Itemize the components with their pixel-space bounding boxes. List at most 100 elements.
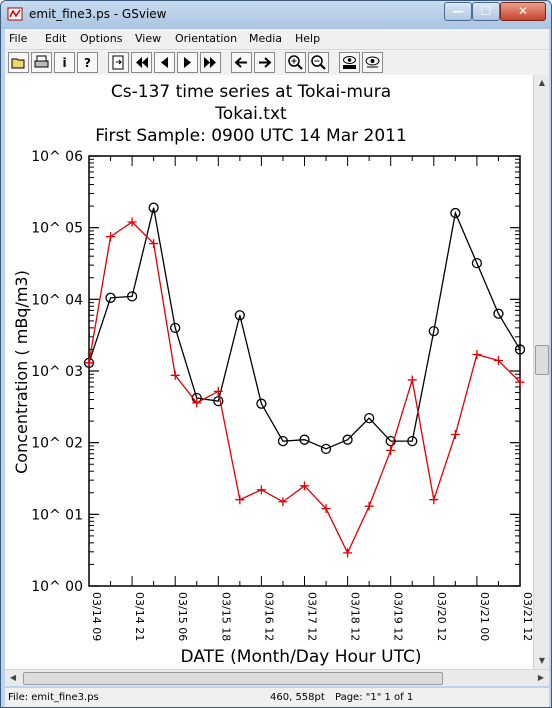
x-tick-label: 03/17 12: [306, 592, 319, 641]
eye-abc-icon: [343, 56, 356, 69]
series-0-point: [514, 344, 526, 355]
zoom-in-icon: [288, 55, 303, 70]
series-1-point: [472, 349, 482, 359]
x-tick-label: 03/21 12: [521, 592, 533, 641]
x-tick-label: 03/15 06: [176, 592, 189, 641]
scroll-down-icon[interactable]: ▼: [538, 656, 546, 665]
x-tick-label: 03/21 00: [478, 592, 491, 641]
x-tick-label: 03/18 12: [349, 592, 362, 641]
series-1-point: [84, 358, 94, 368]
series-0-point: [363, 412, 375, 424]
arrow-left-icon: [234, 57, 247, 68]
x-tick-label: 03/16 12: [262, 592, 275, 641]
series-1-point: [450, 430, 460, 440]
plot-area: 10^ 00 10^ 01 10^ 02 10^ 03 10^ 04 10^ 05 10^ …: [31, 149, 533, 641]
horizontal-scroll-thumb[interactable]: [23, 672, 443, 685]
forward-button[interactable]: [254, 52, 275, 73]
previous-page-button[interactable]: [154, 52, 175, 73]
close-button[interactable]: ✕: [500, 2, 546, 21]
print-button[interactable]: [31, 52, 52, 73]
series-1-point: [343, 548, 353, 558]
title-bar[interactable]: emit_fine3.ps - GSview — ☐ ✕: [1, 1, 551, 29]
zoom-in-button[interactable]: [285, 52, 306, 73]
series-0-point: [213, 395, 224, 407]
view-text-button[interactable]: [339, 52, 360, 73]
series-0-point: [493, 308, 504, 319]
open-file-button[interactable]: [8, 52, 29, 73]
y-tick-label: 10^ 06: [31, 149, 83, 165]
x-axis-label: DATE (Month/Day Hour UTC): [181, 647, 422, 667]
triangle-left-icon: [161, 57, 168, 68]
series-1-point: [213, 386, 223, 396]
series-0-point: [126, 291, 138, 302]
series-0-point: [385, 435, 396, 447]
arrow-right-icon: [259, 57, 272, 68]
document-viewport[interactable]: Cs-137 time series at Tokai-mura Tokai.t…: [5, 75, 533, 669]
close-icon: ✕: [517, 4, 529, 18]
y-tick-label: 10^ 01: [31, 507, 83, 523]
scroll-left-icon[interactable]: ◀: [9, 673, 17, 682]
cs137-time-series-chart: Cs-137 time series at Tokai-mura Tokai.t…: [12, 82, 533, 667]
open-folder-icon: [11, 58, 25, 69]
chart-subtitle-sample: First Sample: 0900 UTC 14 Mar 2011: [95, 126, 407, 146]
menu-media[interactable]: Media: [249, 32, 283, 45]
series-1-point: [235, 495, 245, 505]
back-button[interactable]: [231, 52, 252, 73]
next-page-button[interactable]: [177, 52, 198, 73]
triangle-right-icon: [184, 57, 191, 68]
y-tick-label: 10^ 00: [31, 579, 83, 595]
series-1-point: [364, 501, 374, 511]
x-tick-label: 03/14 21: [133, 592, 146, 641]
series-0-point: [105, 292, 116, 303]
series-1-point: [407, 375, 417, 385]
gsview-app-icon: [7, 7, 23, 21]
series-1-point: [192, 398, 202, 408]
scroll-right-icon[interactable]: ▶: [537, 673, 545, 682]
toolbar: i ?: [5, 49, 549, 75]
menu-options[interactable]: Options: [80, 32, 123, 45]
series-0-point: [170, 322, 181, 334]
vertical-scrollbar[interactable]: ▲ ▼: [533, 75, 549, 669]
minimize-icon: —: [452, 4, 464, 18]
series-1-point: [127, 217, 137, 227]
chart-subtitle-file: Tokai.txt: [214, 104, 287, 124]
x-tick-label: 03/14 09: [90, 592, 103, 641]
y-tick-label: 10^ 04: [31, 292, 83, 308]
horizontal-scrollbar[interactable]: ◀ ▶: [5, 669, 549, 686]
series-0-point: [450, 207, 461, 219]
series-1-point: [321, 504, 331, 514]
view-button[interactable]: [362, 52, 383, 73]
series-1-point: [386, 445, 396, 455]
menu-help[interactable]: Help: [295, 32, 321, 45]
info-button[interactable]: i: [54, 52, 75, 73]
series-1-point: [493, 356, 503, 366]
minimize-button[interactable]: —: [444, 2, 472, 21]
first-page-button[interactable]: [131, 52, 152, 73]
maximize-button[interactable]: ☐: [472, 2, 500, 21]
menu-file[interactable]: File: [9, 32, 28, 45]
goto-page-button[interactable]: [108, 52, 129, 73]
menu-edit[interactable]: Edit: [45, 32, 67, 45]
y-tick-label: 10^ 03: [31, 364, 83, 380]
help-button[interactable]: ?: [77, 52, 98, 73]
y-axis-label: Concentration ( mBq/m3): [12, 270, 31, 474]
zoom-out-icon: [311, 55, 326, 70]
series-1-point: [278, 497, 288, 507]
last-page-button[interactable]: [200, 52, 221, 73]
chart-title: Cs-137 time series at Tokai-mura: [111, 82, 391, 102]
x-tick-label: 03/19 12: [392, 592, 405, 641]
scroll-up-icon[interactable]: ▲: [538, 78, 546, 87]
series-1-point: [149, 239, 159, 249]
fast-forward-icon: [204, 57, 216, 68]
vertical-scroll-thumb[interactable]: [535, 345, 549, 375]
series-0-point: [299, 434, 310, 445]
series-1-point: [256, 485, 266, 495]
zoom-out-button[interactable]: [308, 52, 329, 73]
menu-orientation[interactable]: Orientation: [175, 32, 238, 45]
status-page-indicator: Page: "1" 1 of 1: [335, 692, 414, 703]
menu-view[interactable]: View: [135, 32, 162, 45]
series-0-point: [277, 435, 289, 447]
series-0-point: [320, 443, 332, 454]
series-0-point: [471, 257, 483, 269]
